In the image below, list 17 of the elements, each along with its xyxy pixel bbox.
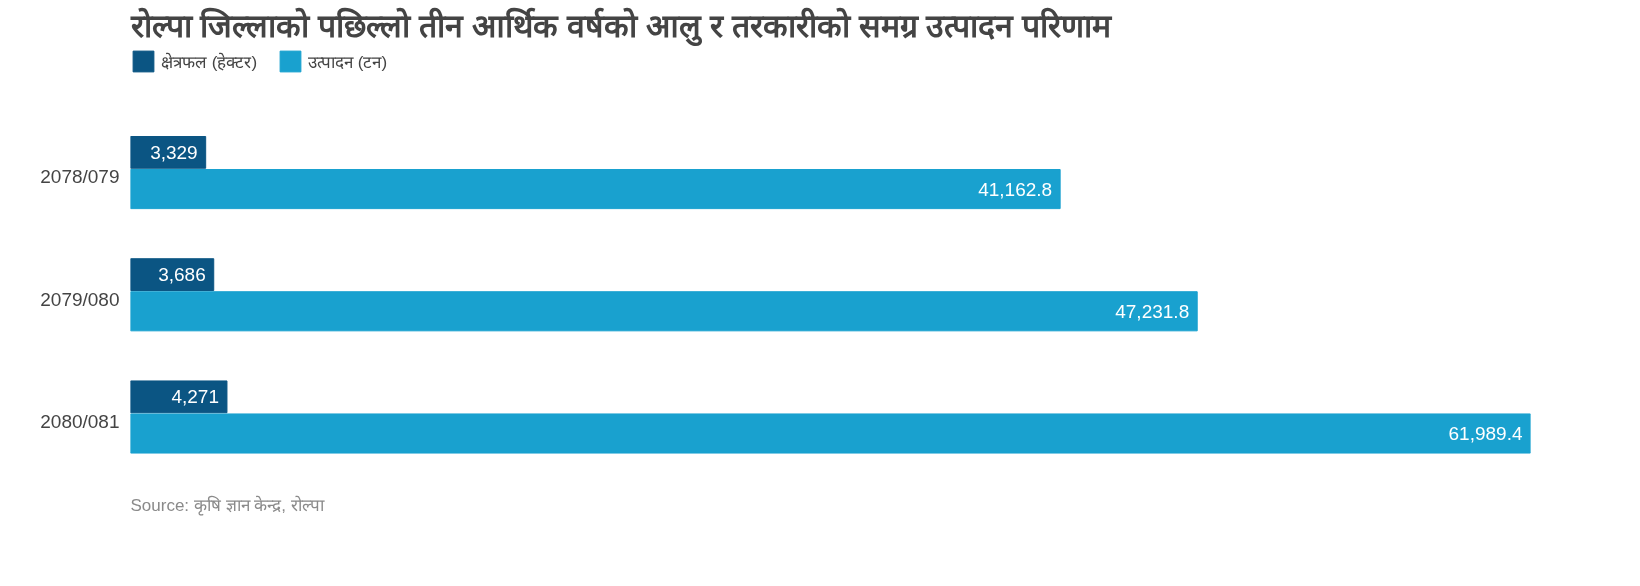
chart-title: रोल्पा जिल्लाको पछिल्लो तीन आर्थिक वर्षको आलु र तरकारीको समग्र उत्पादन परिणाम [129,6,1114,47]
data-label: 61,989.4 [1448,423,1523,444]
data-label: 3,686 [158,264,206,286]
data-label: 4,271 [171,386,219,408]
source-note: Source: कृषि ज्ञान केन्द्र, रोल्पा [130,494,325,516]
bar [130,413,1531,454]
bar [130,169,1061,210]
legend-label: उत्पादन (टन) [308,51,388,73]
data-label: 3,329 [150,141,198,163]
y-tick-label: 2079/080 [40,288,120,310]
y-tick-label: 2078/079 [40,166,120,188]
y-tick-label: 2080/081 [40,410,120,432]
data-label: 47,231.8 [1115,300,1190,322]
legend-label: क्षेत्रफल (हेक्टर) [161,51,258,73]
bar [130,380,228,414]
bar [130,291,1198,332]
data-label: 41,162.8 [978,178,1053,200]
